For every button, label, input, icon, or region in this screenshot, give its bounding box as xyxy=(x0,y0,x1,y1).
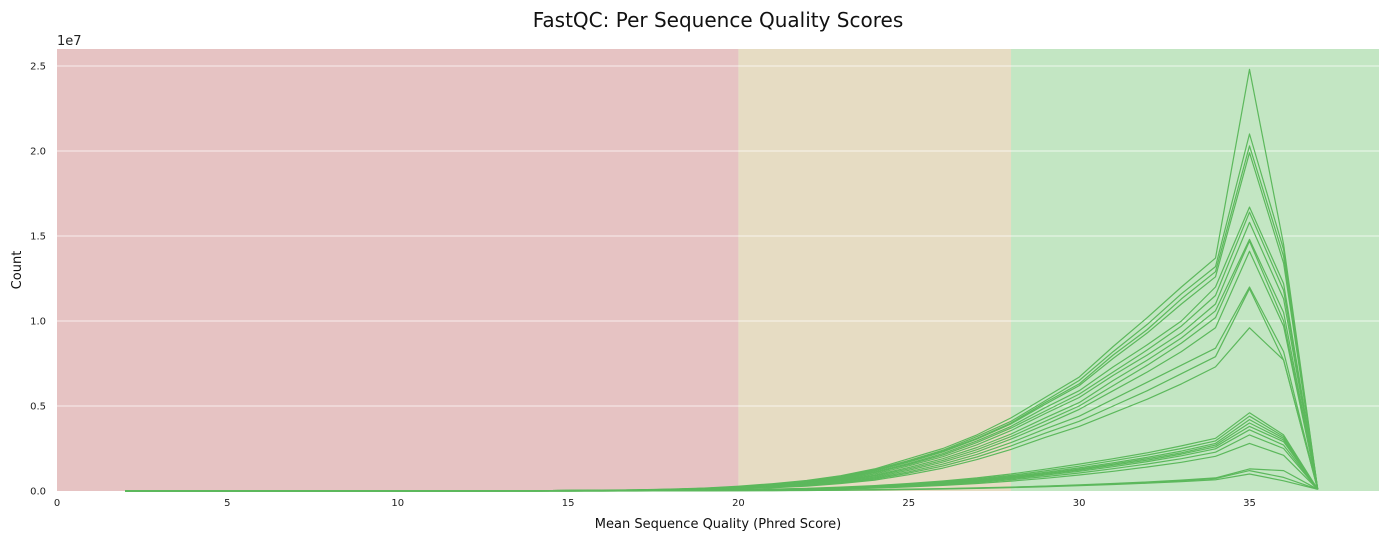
y-tick-label: 1.0 xyxy=(30,317,46,328)
x-tick-label: 30 xyxy=(1073,498,1086,509)
quality-bands xyxy=(57,49,1379,491)
y-tick-label: 1.5 xyxy=(30,232,46,243)
x-axis-ticks: 0 5 10 15 20 25 30 35 xyxy=(54,498,1256,509)
x-tick-label: 0 xyxy=(54,498,60,509)
grid-lines xyxy=(57,65,1379,407)
x-axis-label: Mean Sequence Quality (Phred Score) xyxy=(595,517,841,532)
x-tick-label: 35 xyxy=(1243,498,1256,509)
band-fail xyxy=(57,49,739,491)
band-pass xyxy=(1011,49,1379,491)
x-tick-label: 5 xyxy=(224,498,230,509)
x-tick-label: 15 xyxy=(562,498,575,509)
band-warn xyxy=(738,49,1012,491)
y-axis-ticks: 0.0 0.5 1.0 1.5 2.0 2.5 xyxy=(30,62,46,498)
y-offset-label: 1e7 xyxy=(57,34,82,49)
y-tick-label: 2.5 xyxy=(30,62,46,73)
x-tick-label: 25 xyxy=(902,498,915,509)
y-tick-label: 2.0 xyxy=(30,147,46,158)
y-tick-label: 0.5 xyxy=(30,402,46,413)
x-tick-label: 20 xyxy=(732,498,745,509)
y-axis-label: Count xyxy=(10,251,25,290)
x-tick-label: 10 xyxy=(391,498,404,509)
chart-title: FastQC: Per Sequence Quality Scores xyxy=(533,8,904,32)
series-lines xyxy=(125,68,1319,492)
series-line-24 xyxy=(125,473,1318,492)
y-tick-label: 0.0 xyxy=(30,487,46,498)
